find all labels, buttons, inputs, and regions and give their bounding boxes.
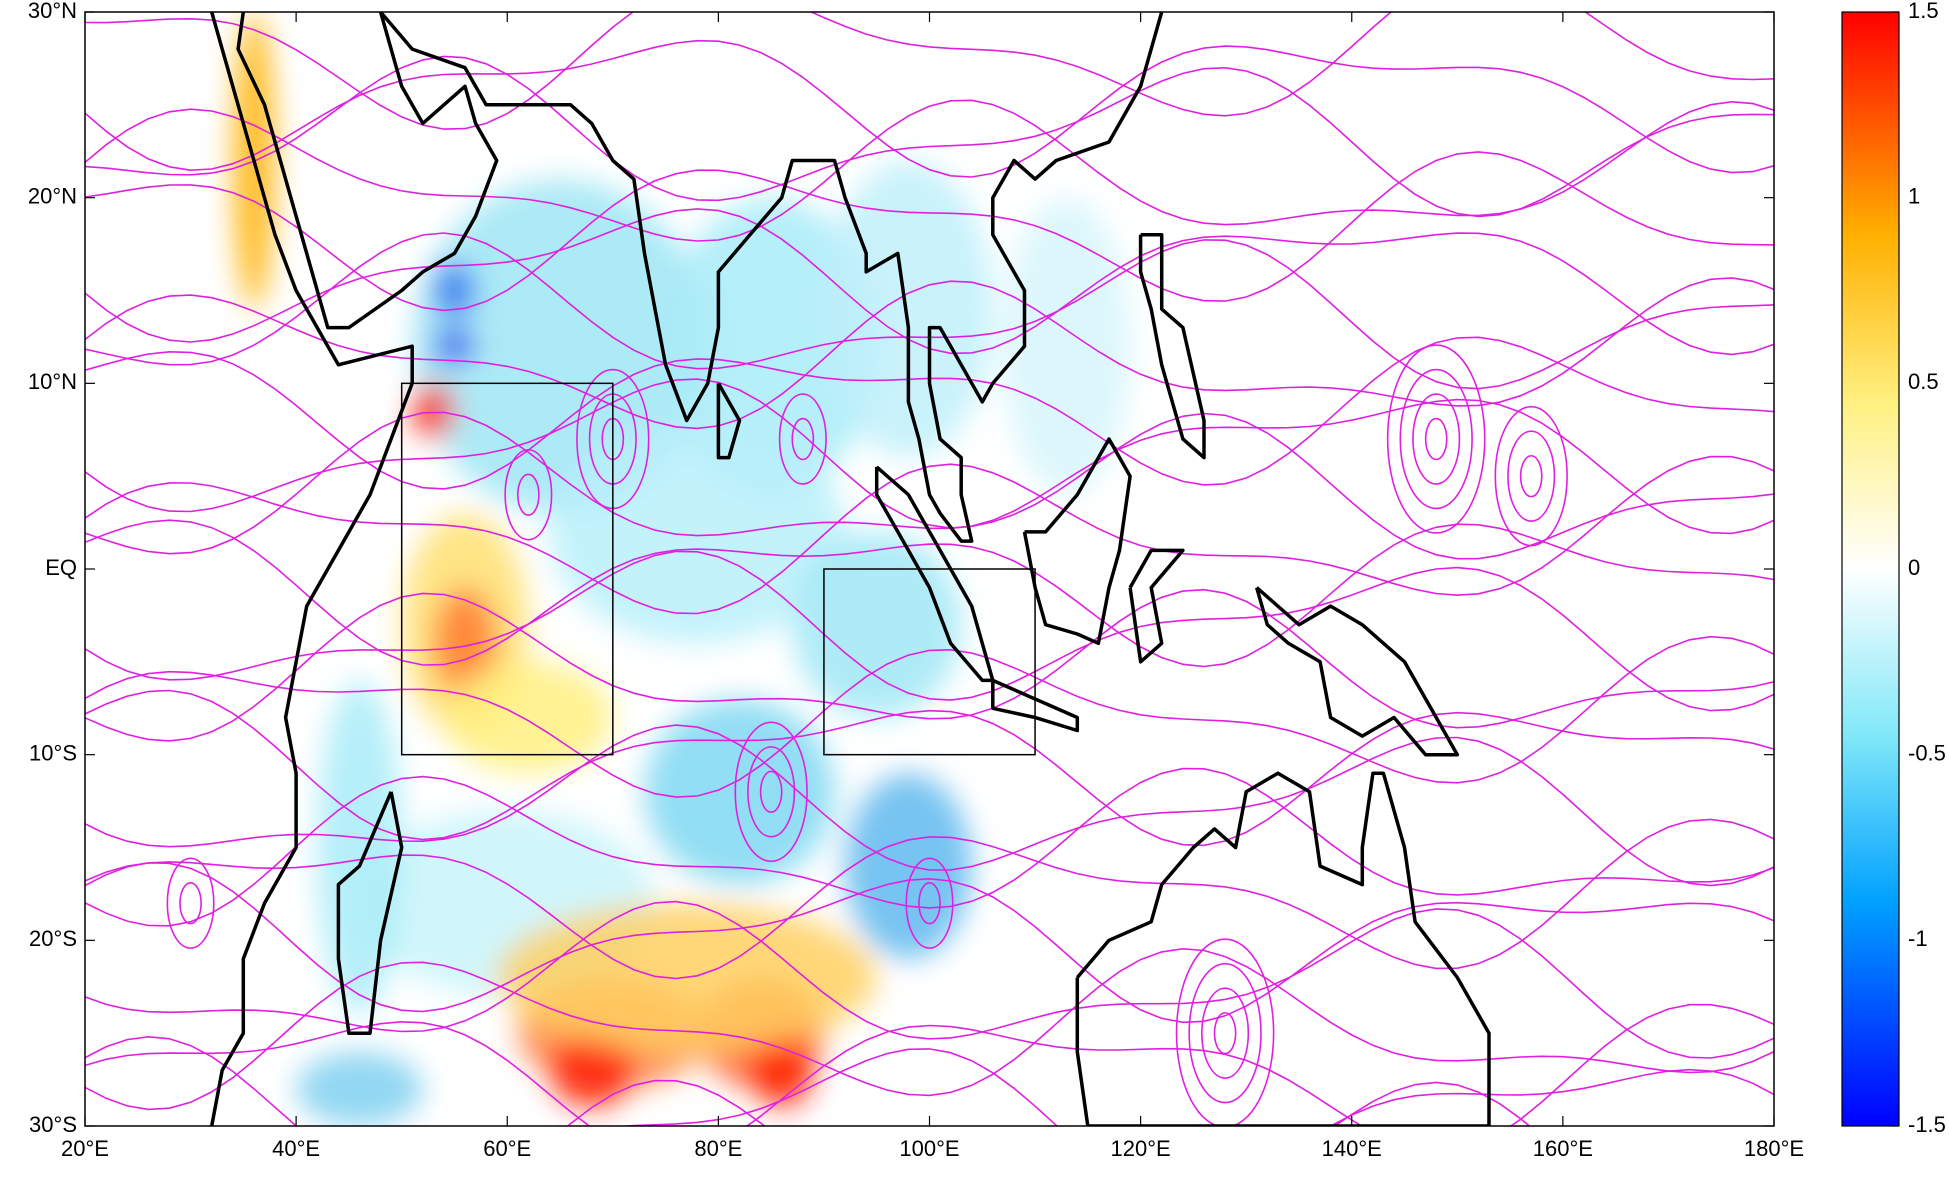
field-patch	[317, 680, 402, 1015]
y-tick-label: EQ	[45, 555, 77, 580]
streamline-vortex	[179, 881, 202, 925]
x-tick-label: 180°E	[1744, 1136, 1804, 1161]
streamline-vortex	[778, 393, 827, 485]
streamline	[85, 947, 1774, 1111]
x-tick-label: 120°E	[1111, 1136, 1171, 1161]
x-tick-label: 140°E	[1322, 1136, 1382, 1161]
streamline	[85, 55, 1774, 218]
x-tick-label: 40°E	[272, 1136, 320, 1161]
coastline	[236, 12, 499, 330]
x-tick-label: 80°E	[694, 1136, 742, 1161]
coastline	[379, 12, 1164, 543]
streamline	[85, 767, 1774, 927]
streamline-vortex	[734, 721, 808, 863]
colorbar-tick-label: -1	[1908, 926, 1928, 951]
colorbar-tick-label: 1	[1908, 183, 1920, 208]
streamline	[85, 818, 1774, 980]
streamline-vortex	[759, 770, 783, 814]
colorbar	[1841, 11, 1900, 1127]
field-patch	[296, 1051, 423, 1126]
coastline	[1022, 437, 1132, 646]
streamline	[85, 378, 1774, 535]
streamline	[85, 455, 1774, 615]
colorbar-tick-label: 0.5	[1908, 369, 1939, 394]
streamline	[85, 588, 1774, 742]
field-patch	[412, 179, 708, 514]
colorbar-tick-label: 1.5	[1908, 0, 1939, 23]
field-patch	[433, 587, 497, 699]
coastline	[336, 791, 404, 1035]
streamline	[85, 635, 1774, 798]
coastline	[1138, 233, 1206, 460]
overlay: 20°E 40°E 60°E 80°E 100°E 120°E 140°E 160°E 180°…	[28, 0, 1946, 1161]
x-tick-label: 20°E	[61, 1136, 109, 1161]
colorbar-tick-label: -0.5	[1908, 740, 1946, 765]
streamline-vortex	[905, 857, 954, 949]
coastline	[874, 465, 995, 683]
field-patch	[443, 661, 613, 774]
streamline	[85, 1003, 1774, 1126]
coastline	[1075, 771, 1491, 1126]
region-box	[823, 568, 1036, 756]
coastline	[1255, 586, 1460, 757]
streamline-vortex	[1507, 430, 1556, 522]
streamline	[85, 689, 1774, 847]
x-tick-label: 160°E	[1533, 1136, 1593, 1161]
streamline	[85, 862, 1774, 1024]
coastline	[1128, 548, 1185, 664]
streamline-vortex	[1494, 405, 1568, 547]
field-patch	[412, 383, 455, 440]
x-tick-label: 60°E	[483, 1136, 531, 1161]
x-tick-label: 100°E	[899, 1136, 959, 1161]
coastlines	[209, 12, 1491, 1126]
streamline	[85, 1035, 1774, 1126]
field-patch	[823, 160, 993, 458]
streamline	[85, 39, 1774, 178]
streamline-vortex	[1213, 1011, 1237, 1055]
streamline-vortex	[1188, 962, 1262, 1104]
plot-frame	[84, 11, 1775, 1127]
streamline	[85, 900, 1774, 1059]
region-box	[400, 382, 614, 756]
streamline-vortex	[504, 449, 553, 541]
y-tick-label: 20°S	[29, 926, 77, 951]
streamline-vortex	[517, 473, 540, 516]
field-patch	[644, 698, 835, 885]
streamline-vortex	[918, 881, 941, 925]
streamline	[85, 12, 1774, 130]
colorbar-tick-label: 0	[1908, 555, 1920, 580]
streamline	[85, 519, 1774, 668]
field-patch	[750, 1033, 814, 1108]
streamlines	[85, 12, 1774, 1126]
streamline-vortex	[1399, 368, 1473, 510]
streamline-vortex	[1424, 417, 1448, 461]
field-patch	[549, 1033, 634, 1108]
streamline-vortex	[1412, 393, 1461, 485]
streamline-vortex	[166, 857, 215, 949]
streamline-vortex	[1519, 454, 1543, 498]
y-tick-label: 30°S	[29, 1112, 77, 1137]
streamline	[85, 151, 1774, 312]
coastline	[209, 12, 414, 1126]
streamline-vortex	[791, 417, 815, 461]
field-patch	[433, 262, 476, 319]
streamline-vortex	[1175, 938, 1275, 1126]
y-tick-label: 10°S	[29, 740, 77, 765]
y-tick-label: 30°N	[28, 0, 77, 23]
field-patch	[792, 531, 962, 718]
streamline	[85, 724, 1774, 887]
streamline	[85, 99, 1774, 242]
streamline	[85, 550, 1774, 712]
streamline-vortex	[1386, 344, 1486, 534]
y-tick-label: 20°N	[28, 183, 77, 208]
streamline	[566, 1079, 1531, 1126]
field-patch	[1003, 197, 1131, 495]
y-tick-label: 10°N	[28, 369, 77, 394]
streamline-vortex	[747, 746, 796, 838]
streamline-vortex	[1201, 987, 1250, 1079]
coastline	[716, 382, 742, 460]
field-patch	[433, 327, 476, 365]
colorbar-tick-label: -1.5	[1908, 1112, 1946, 1137]
